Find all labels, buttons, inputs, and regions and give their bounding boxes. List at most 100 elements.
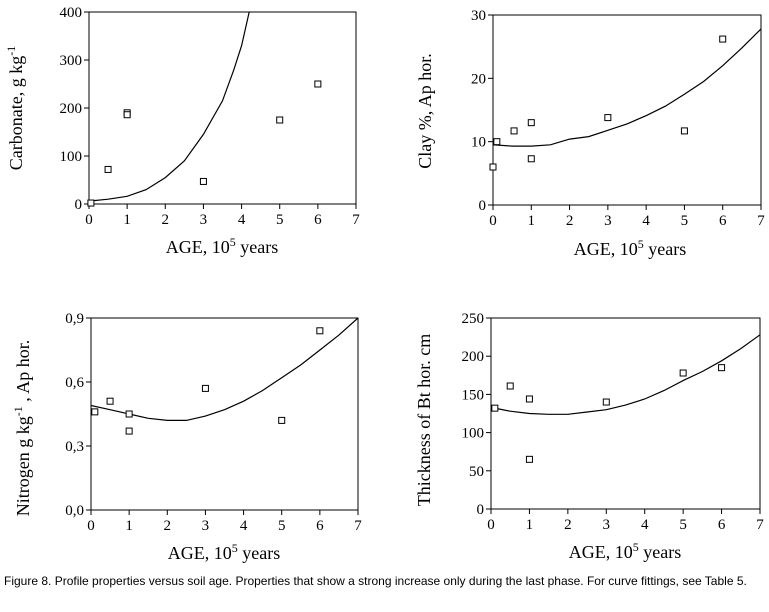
x-tick-label: 0 [487, 517, 495, 533]
data-point [506, 382, 514, 390]
x-axis-label: AGE, 105 years [166, 235, 278, 257]
plot-frame [492, 14, 762, 206]
data-point [718, 364, 726, 372]
x-tick-label: 7 [756, 517, 764, 533]
data-point [491, 404, 499, 412]
y-axis-label: Nitrogen g kg-1 , Ap hor. [11, 340, 33, 517]
clay-panel: 0 10 20 30 0 1 2 3 4 5 6 7 Clay %, Ap hor. AGE, 10… [415, 8, 765, 259]
plot-frame [490, 317, 761, 510]
x-tick-label: 4 [238, 212, 246, 228]
data-points [489, 35, 727, 171]
x-tick-label: 5 [681, 213, 689, 229]
data-point [91, 408, 99, 416]
tick-marks [86, 317, 359, 515]
y-tick-labels: 0 50 100 150 200 250 [462, 311, 485, 518]
x-tick-label: 2 [164, 518, 172, 534]
data-point [719, 35, 727, 43]
x-tick-label: 2 [162, 212, 170, 228]
x-tick-label: 3 [202, 518, 210, 534]
y-tick-label: 300 [60, 53, 83, 69]
y-tick-label: 0,6 [65, 375, 84, 391]
data-point [199, 177, 207, 185]
x-tick-label: 2 [564, 517, 572, 533]
x-tick-label: 7 [354, 518, 362, 534]
x-tick-label: 1 [125, 518, 133, 534]
fit-curve [88, 11, 250, 202]
y-tick-label: 20 [471, 71, 486, 87]
y-tick-label: 30 [471, 8, 486, 24]
x-tick-label: 0 [85, 212, 93, 228]
x-tick-label: 0 [489, 213, 497, 229]
y-tick-label: 200 [462, 349, 485, 365]
plot-frame [90, 317, 359, 511]
y-tick-label: 150 [462, 387, 485, 403]
data-point [489, 163, 497, 171]
y-tick-label: 400 [60, 5, 83, 21]
data-point [87, 199, 95, 207]
thickness-panel: 0 50 100 150 200 250 0 1 2 3 4 5 6 7 Thickness of Bt… [414, 311, 764, 562]
x-tick-label: 4 [240, 518, 248, 534]
x-tick-label: 1 [526, 517, 534, 533]
x-tick-label: 5 [276, 212, 284, 228]
x-tick-labels: 0 1 2 3 4 5 6 7 [487, 517, 764, 533]
x-tick-label: 0 [87, 518, 95, 534]
y-tick-label: 0 [477, 502, 485, 518]
data-point [314, 80, 322, 88]
data-point [525, 395, 533, 403]
data-point [525, 455, 533, 463]
tick-marks [488, 14, 762, 210]
data-point [493, 138, 501, 146]
x-tick-labels: 0 1 2 3 4 5 6 7 [85, 212, 360, 228]
x-tick-labels: 0 1 2 3 4 5 6 7 [87, 518, 362, 534]
data-point [276, 116, 284, 124]
y-tick-label: 0,9 [65, 311, 84, 327]
x-tick-label: 3 [603, 517, 611, 533]
data-point [604, 114, 612, 122]
fit-curve [492, 28, 762, 147]
x-tick-label: 6 [719, 213, 727, 229]
data-point [123, 111, 131, 119]
x-tick-label: 2 [566, 213, 574, 229]
y-tick-label: 250 [462, 311, 485, 327]
x-axis-label: AGE, 105 years [569, 540, 681, 562]
data-point [510, 127, 518, 135]
y-tick-labels: 0,0 0,3 0,6 0,9 [65, 311, 84, 519]
x-tick-label: 7 [352, 212, 360, 228]
data-point [602, 398, 610, 406]
y-tick-label: 10 [471, 135, 486, 151]
data-point [679, 369, 687, 377]
tick-marks [486, 317, 761, 514]
carbonate-panel: 0 100 200 300 400 0 1 2 3 4 5 6 7 Carbonate, g kg-1… [4, 5, 360, 257]
y-tick-label: 100 [60, 149, 83, 165]
x-axis-label: AGE, 105 years [168, 541, 280, 563]
data-point [106, 397, 114, 405]
figure-caption: Figure 8. Profile properties versus soil… [4, 574, 747, 588]
data-points [91, 327, 324, 435]
x-tick-label: 1 [528, 213, 536, 229]
data-points [87, 80, 322, 207]
x-tick-label: 5 [278, 518, 286, 534]
y-axis-label: Thickness of Bt hor. cm [414, 334, 434, 506]
y-tick-label: 0 [75, 197, 83, 213]
y-tick-label: 50 [469, 464, 484, 480]
y-tick-labels: 0 10 20 30 [471, 8, 486, 214]
x-tick-labels: 0 1 2 3 4 5 6 7 [489, 213, 765, 229]
data-point [527, 155, 535, 163]
y-axis-label: Carbonate, g kg-1 [4, 46, 26, 170]
data-point [125, 427, 133, 435]
y-tick-label: 0,0 [65, 503, 84, 519]
x-tick-label: 6 [314, 212, 322, 228]
data-point [104, 165, 112, 173]
y-tick-label: 100 [462, 426, 485, 442]
data-point [201, 384, 209, 392]
data-point [125, 410, 133, 418]
x-tick-label: 6 [316, 518, 324, 534]
nitrogen-panel: 0,0 0,3 0,6 0,9 0 1 2 3 4 5 6 7 Nitrogen g kg-1 , … [11, 311, 362, 563]
x-tick-label: 1 [123, 212, 131, 228]
y-tick-label: 200 [60, 101, 83, 117]
x-tick-label: 4 [641, 517, 649, 533]
y-tick-label: 0,3 [65, 439, 84, 455]
x-tick-label: 7 [757, 213, 765, 229]
x-tick-label: 4 [642, 213, 650, 229]
